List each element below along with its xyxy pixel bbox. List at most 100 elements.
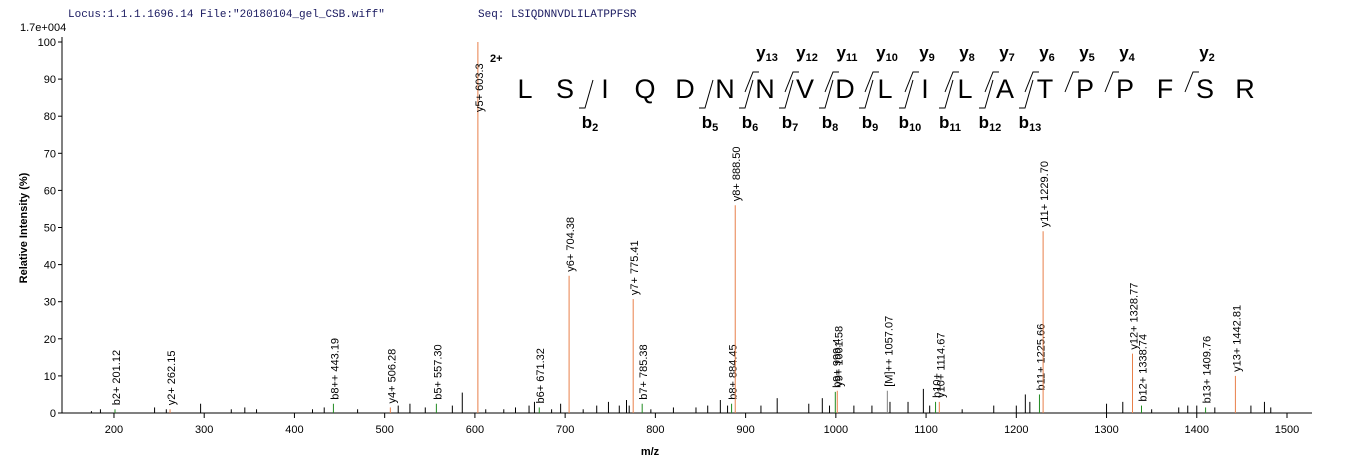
peak-label: y6+ 704.38 <box>565 217 577 272</box>
peak-label: y2+ 262.15 <box>166 351 178 406</box>
residue: L <box>877 74 892 104</box>
residue: P <box>1076 74 1094 104</box>
residue: Q <box>634 74 655 104</box>
ion-letter: y <box>756 43 766 62</box>
ion-number: 11 <box>846 52 858 64</box>
ion-number: 9 <box>872 122 878 134</box>
x-tick-label: 1100 <box>914 424 938 436</box>
ion-number: 2 <box>1209 52 1215 64</box>
b-bracket <box>859 79 874 109</box>
residue: N <box>715 74 735 104</box>
ion-label: b11 <box>939 113 961 134</box>
b-bracket <box>779 79 794 109</box>
residue: N <box>755 74 775 104</box>
x-tick-label: 500 <box>375 424 393 436</box>
b-bracket <box>979 79 994 109</box>
x-tick-label: 400 <box>285 424 303 436</box>
b-bracket <box>579 79 594 109</box>
ion-number: 7 <box>792 122 798 134</box>
sequence-header: Seq: LSIQDNNVDLILATPPFSR <box>478 9 637 21</box>
peak-label: y11+ 1229.70 <box>1039 161 1051 227</box>
residue: A <box>996 74 1014 104</box>
ion-number: 10 <box>886 52 898 64</box>
ion-label: y8 <box>959 43 975 64</box>
ion-label: b12 <box>979 113 1002 134</box>
y-bracket <box>824 71 839 93</box>
residue: P <box>1116 74 1134 104</box>
x-tick-label: 1000 <box>824 424 848 436</box>
ion-letter: b <box>782 113 792 132</box>
scale-label: 1.7e+004 <box>20 22 66 34</box>
ion-letter: b <box>862 113 872 132</box>
ion-letter: y <box>836 43 846 62</box>
ion-letter: b <box>979 113 989 132</box>
ion-number: 12 <box>989 122 1001 134</box>
peak-label: b10+ <box>932 373 944 398</box>
residue: L <box>957 74 972 104</box>
ion-number: 4 <box>1129 52 1136 64</box>
y-bracket <box>1024 71 1039 93</box>
ion-label: b5 <box>702 113 719 134</box>
residue: R <box>1235 74 1255 104</box>
peak-label: b11+ 1225.66 <box>1035 324 1047 391</box>
b-bracket <box>899 79 914 109</box>
b-bracket <box>699 79 714 109</box>
locus: Locus:1.1.1.1696.14 File:"20180104_gel_C… <box>68 9 385 21</box>
b-bracket <box>939 79 954 109</box>
residue: D <box>835 74 855 104</box>
y-tick-label: 0 <box>50 408 56 420</box>
y-tick-label: 60 <box>44 185 56 197</box>
ion-letter: y <box>1039 43 1049 62</box>
ion-label: b10 <box>899 113 922 134</box>
peak-label: b2+ 201.12 <box>111 350 123 405</box>
y-bracket <box>1104 71 1119 93</box>
peak-label: y4+ 506.28 <box>386 349 398 404</box>
ion-letter: b <box>582 113 592 132</box>
peak-label: y13+ 1442.81 <box>1231 305 1243 372</box>
y-bracket <box>944 71 959 93</box>
ion-letter: b <box>742 113 752 132</box>
peak-label: b5+ 557.30 <box>432 344 444 399</box>
y-tick-label: 100 <box>38 37 56 49</box>
ion-label: b6 <box>742 113 759 134</box>
x-tick-label: 600 <box>466 424 484 436</box>
ion-letter: y <box>959 43 969 62</box>
b-bracket <box>1019 79 1034 109</box>
y-tick-label: 50 <box>44 223 56 235</box>
ion-number: 13 <box>766 52 778 64</box>
ion-label: y13 <box>756 43 778 64</box>
x-tick-label: 1300 <box>1094 424 1118 436</box>
x-tick-label: 800 <box>646 424 664 436</box>
b-bracket <box>819 79 834 109</box>
ion-letter: b <box>822 113 832 132</box>
residue: D <box>675 74 695 104</box>
y-tick-label: 10 <box>44 371 56 383</box>
ion-number: 8 <box>832 122 838 134</box>
peak-label: b12+ 1338.74 <box>1137 334 1149 402</box>
y-bracket <box>904 71 919 93</box>
peak-label: b9+ 999.4 <box>831 339 843 388</box>
ion-label: b8 <box>822 113 839 134</box>
peak-label: b8++ 443.19 <box>329 338 341 400</box>
ion-label: y6 <box>1039 43 1055 64</box>
residue: S <box>556 74 574 104</box>
y-bracket <box>744 71 759 93</box>
ion-letter: y <box>1119 43 1129 62</box>
ion-number: 9 <box>929 52 935 64</box>
x-tick-label: 1500 <box>1275 424 1299 436</box>
ion-letter: y <box>919 43 929 62</box>
ion-number: 7 <box>1009 52 1015 64</box>
peak-label: [M]++ 1057.07 <box>883 316 895 387</box>
peak-label: b7+ 785.38 <box>638 344 650 399</box>
ion-letter: y <box>1079 43 1089 62</box>
x-axis-label: m/z <box>641 446 660 458</box>
ion-number: 12 <box>806 52 818 64</box>
y-bracket <box>1064 71 1079 93</box>
ion-letter: y <box>876 43 886 62</box>
ion-label: y9 <box>919 43 935 64</box>
residue: V <box>796 74 814 104</box>
ion-number: 11 <box>949 122 961 134</box>
ion-letter: b <box>1019 113 1029 132</box>
x-tick-label: 700 <box>556 424 574 436</box>
